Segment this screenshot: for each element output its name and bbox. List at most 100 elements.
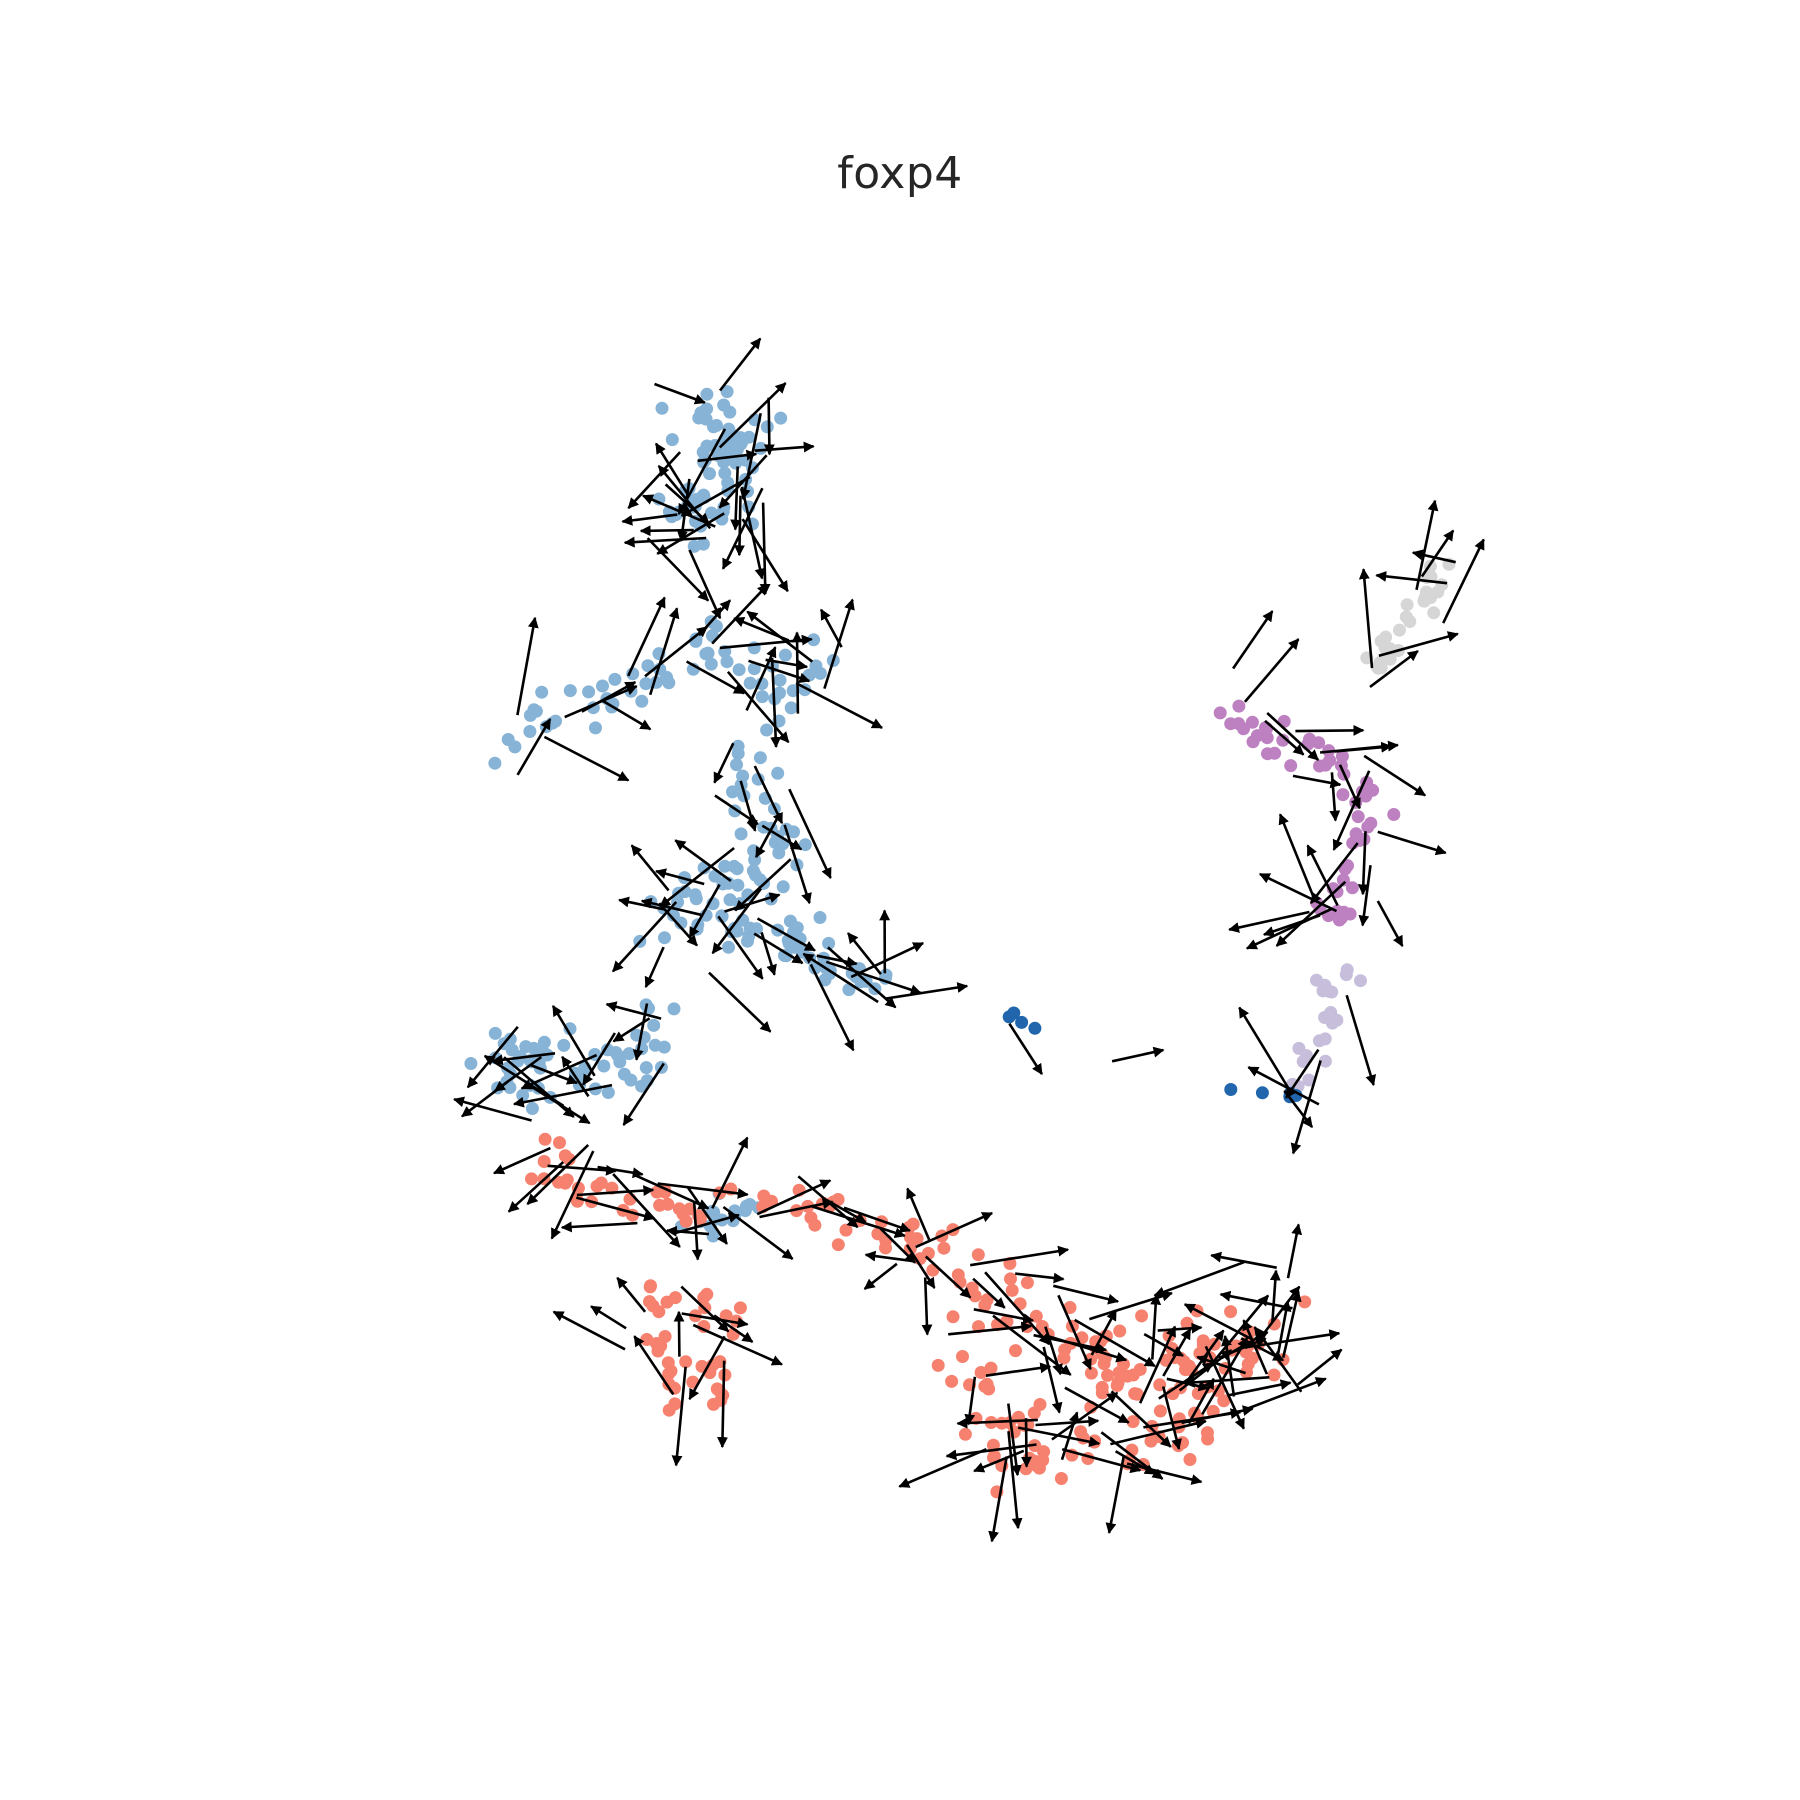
velocity-arrow — [1064, 1386, 1130, 1424]
velocity-arrow — [791, 631, 803, 714]
velocity-arrow — [1247, 1066, 1320, 1106]
cell-point — [563, 1022, 577, 1036]
cell-point — [1128, 1387, 1142, 1401]
velocity-arrow — [1363, 754, 1427, 797]
cell-point — [951, 1268, 965, 1282]
cell-point — [525, 1172, 538, 1186]
cell-point — [624, 1073, 638, 1087]
chart-title: foxp4 — [837, 148, 963, 199]
velocity-arrow — [756, 1179, 832, 1216]
velocity-arrow — [1187, 1329, 1225, 1381]
velocity-arrow — [759, 502, 771, 595]
cell-point — [537, 1035, 551, 1049]
cell-point — [688, 888, 702, 902]
velocity-arrow — [1090, 1309, 1118, 1356]
cell-point — [590, 1179, 604, 1193]
cell-point — [1213, 706, 1227, 720]
velocity-arrow — [721, 487, 764, 570]
cell-point — [1267, 1368, 1281, 1382]
cell-point — [697, 1291, 711, 1305]
velocity-arrow — [612, 1173, 681, 1248]
velocity-arrow — [1238, 1006, 1292, 1092]
velocity-arrow — [1245, 908, 1332, 950]
velocity-arrow — [1309, 842, 1359, 904]
cell-point — [755, 690, 769, 704]
cell-point — [906, 1217, 920, 1231]
cell-point — [537, 1155, 551, 1168]
cell-point — [1420, 590, 1434, 604]
velocity-arrow — [1042, 1346, 1063, 1414]
cell-point — [488, 756, 502, 770]
cell-point — [1312, 736, 1326, 750]
velocity-arrow — [659, 846, 735, 908]
cell-point — [523, 725, 537, 738]
velocity-arrow — [654, 382, 706, 405]
velocity-arrow — [1345, 994, 1377, 1087]
velocity-arrows-layer — [453, 337, 1485, 1543]
cell-point — [734, 827, 748, 841]
velocity-arrow — [1060, 1411, 1080, 1461]
cell-point — [774, 411, 788, 425]
velocity-arrow — [973, 1308, 1035, 1325]
cell-point — [987, 1449, 1001, 1463]
cell-point — [760, 723, 774, 737]
cell-point — [1111, 1376, 1125, 1390]
cell-point — [720, 385, 734, 399]
velocity-arrow — [754, 812, 782, 859]
cell-point — [1153, 1404, 1167, 1418]
cell-point — [635, 694, 649, 708]
velocity-arrow — [972, 1277, 1006, 1309]
velocity-arrow — [491, 1052, 556, 1066]
cell-point — [1318, 1054, 1332, 1068]
velocity-arrow — [1319, 740, 1399, 754]
velocity-arrow — [1181, 1405, 1254, 1425]
velocity-arrow — [623, 536, 707, 548]
cell-point — [1033, 1398, 1047, 1411]
velocity-arrow — [748, 659, 811, 684]
velocity-arrow — [713, 742, 735, 784]
cell-point — [658, 1330, 672, 1343]
cell-point — [831, 1193, 845, 1206]
velocity-arrow — [1228, 1379, 1292, 1397]
cell-point — [790, 921, 804, 935]
cell-point — [1196, 1334, 1210, 1348]
velocity-arrow — [658, 902, 698, 947]
velocity-arrow — [1281, 1290, 1302, 1358]
cell-point — [562, 1152, 576, 1166]
cell-point — [730, 758, 743, 772]
velocity-arrow — [1286, 1223, 1303, 1279]
cell-point — [1101, 1368, 1114, 1382]
velocity-arrow — [582, 1032, 617, 1086]
velocity-arrow — [1111, 1046, 1165, 1063]
velocity-arrow — [1161, 1386, 1182, 1451]
cell-point — [716, 877, 730, 891]
velocity-arrow — [770, 657, 782, 748]
velocity-arrow — [733, 616, 790, 642]
cell-point — [1319, 758, 1332, 772]
velocity-arrow — [493, 1146, 551, 1175]
velocity-arrow — [1074, 1318, 1156, 1368]
velocity-arrow — [644, 625, 708, 678]
velocity-arrow — [1044, 1326, 1063, 1376]
cell-point — [1201, 1432, 1215, 1446]
cell-point — [1183, 1453, 1197, 1466]
cell-point — [651, 1344, 665, 1358]
velocity-arrow — [1138, 1325, 1177, 1404]
velocity-arrow — [825, 960, 922, 996]
cell-point — [1002, 1010, 1016, 1024]
cell-point — [731, 747, 745, 760]
cell-point — [760, 420, 774, 434]
velocity-arrow — [802, 952, 879, 1004]
velocity-arrow — [1253, 1326, 1303, 1393]
velocity-arrow — [601, 699, 652, 731]
velocity-arrow — [552, 1310, 626, 1351]
velocity-arrow — [754, 441, 815, 453]
cell-point — [601, 1086, 615, 1099]
cell-point — [1246, 1351, 1259, 1365]
cell-point — [974, 1366, 988, 1379]
velocity-arrow — [1100, 1431, 1164, 1480]
cell-point — [655, 401, 669, 415]
velocity-arrow — [665, 1225, 710, 1237]
cell-point — [1224, 717, 1238, 731]
velocity-arrow — [1196, 1354, 1247, 1375]
